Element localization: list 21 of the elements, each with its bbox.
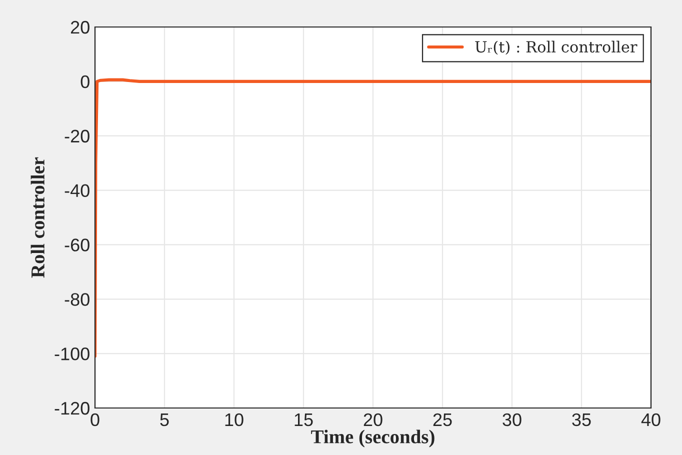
y-tick-label: -40 [64,184,90,198]
x-tick-label: 0 [90,413,100,426]
x-axis-title: Time (seconds) [311,430,434,448]
x-tick-label: 20 [364,413,382,426]
y-tick-label: -60 [64,238,90,252]
x-tick-label: 5 [160,414,169,426]
line-series [95,78,651,358]
y-tick-label: -80 [64,293,90,306]
x-tick-label: 10 [225,413,244,426]
x-tick-label: 30 [502,413,522,426]
y-tick-label: -20 [64,130,90,143]
x-tick-label: 40 [641,413,660,426]
y-tick-label: 20 [70,20,90,34]
legend-label: Uᵣ(t) : Roll controller [475,40,638,55]
x-tick-label: 25 [433,413,452,426]
y-tick-label: -100 [54,348,90,360]
y-axis-title: Roll controller [30,157,44,278]
y-tick-label: -120 [54,402,90,415]
y-tick-label: 0 [80,75,90,88]
x-tick-label: 35 [572,413,591,426]
x-tick-label: 15 [294,414,313,426]
